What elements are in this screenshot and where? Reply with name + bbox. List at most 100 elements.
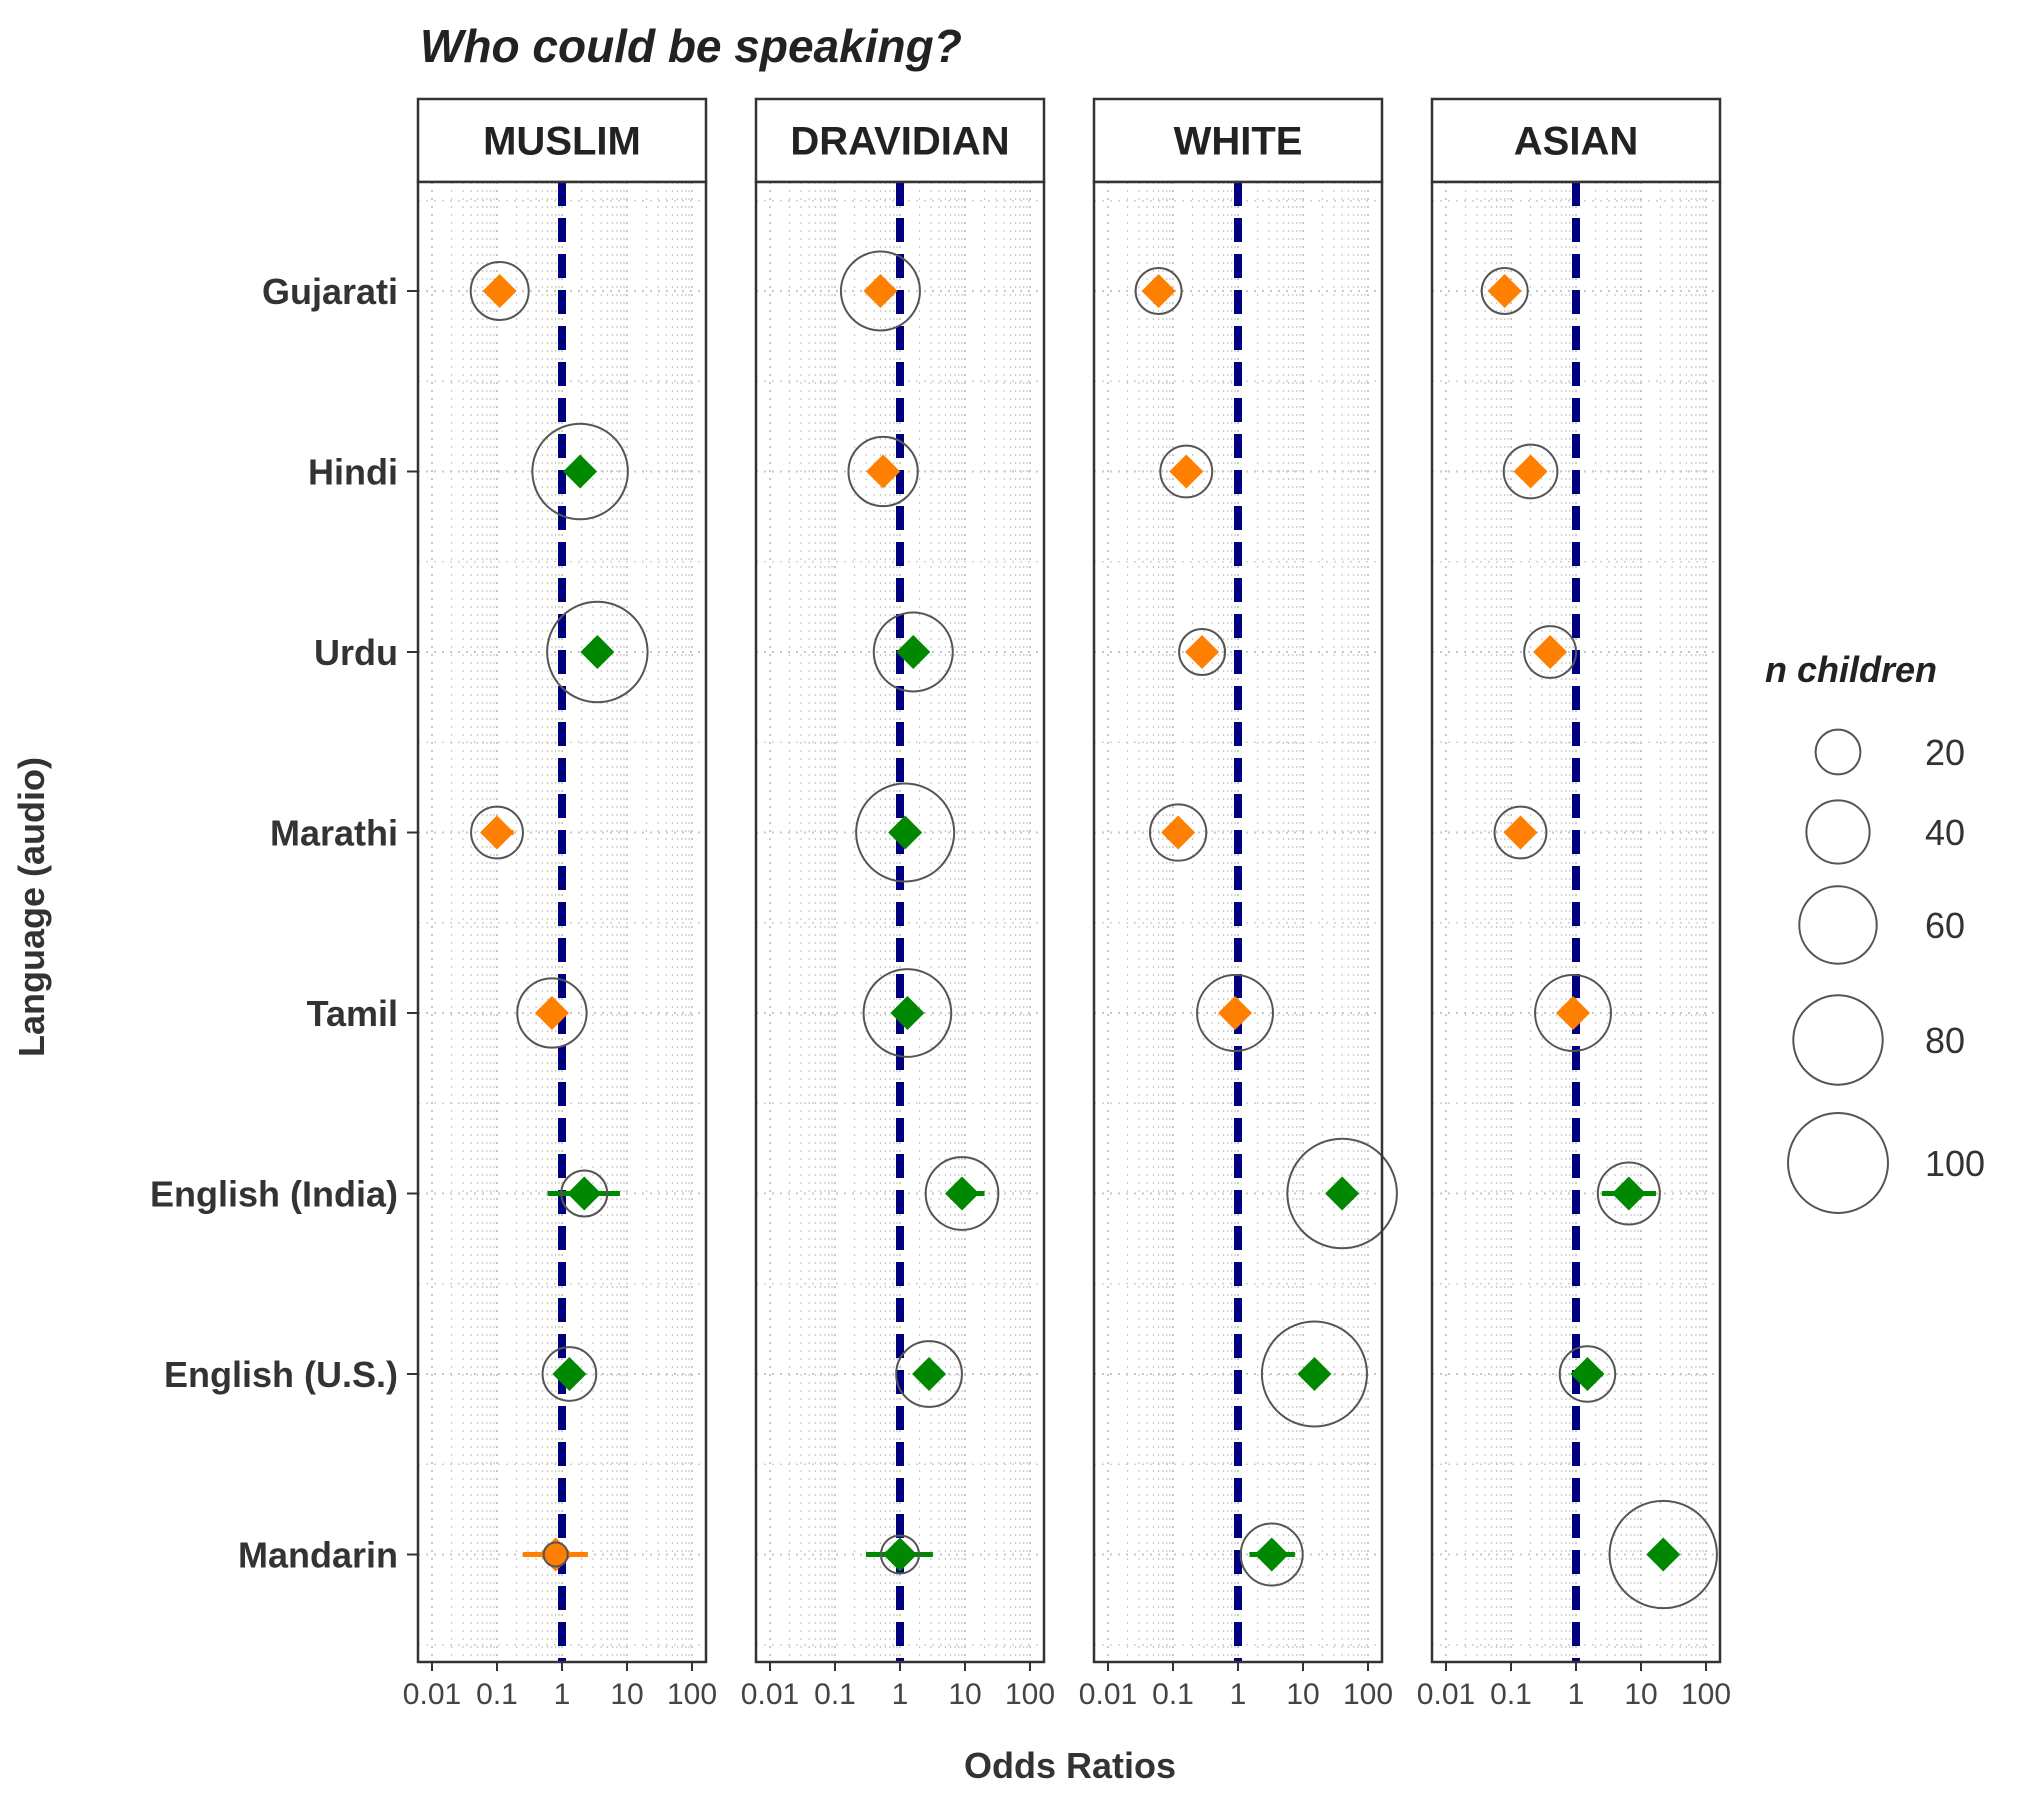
x-tick-label: 10 [948, 1678, 981, 1711]
legend-key-circle [1814, 728, 1862, 776]
odds-ratio-diamond [563, 454, 598, 489]
odds-ratio-diamond [863, 274, 898, 308]
odds-ratio-diamond [1487, 274, 1522, 308]
facet-strip-label: ASIAN [1514, 120, 1638, 164]
data-point-english-india [924, 1156, 1000, 1231]
facet-panel-asian: ASIAN 0.01 0.1 1 10 100 [1417, 97, 1731, 1711]
sample-size-circle [880, 1534, 920, 1575]
facet-strip [416, 97, 708, 184]
sample-size-circle [847, 435, 919, 508]
x-axis-title: Odds Ratios [964, 1745, 1176, 1786]
odds-ratio-diamond [896, 635, 931, 669]
sample-size-circle [1286, 1137, 1398, 1250]
odds-ratio-diamond [888, 815, 923, 850]
x-tick-label: 10 [610, 1678, 643, 1711]
y-tick-label: Tamil [307, 993, 398, 1034]
data-point-gujarati [1480, 267, 1529, 315]
data-point-hindi [847, 435, 919, 508]
facet-panel-white: WHITE 0.01 0.1 1 10 100 [1079, 97, 1398, 1711]
x-tick-label: 0.1 [1152, 1678, 1194, 1711]
data-point-gujarati [839, 250, 921, 332]
odds-ratio-diamond [1297, 1357, 1332, 1391]
sample-size-circle [839, 250, 921, 332]
odds-ratio-diamond [552, 1357, 587, 1391]
x-tick-label: 0.01 [403, 1678, 461, 1711]
y-tick-label: Hindi [308, 452, 398, 493]
sample-size-circle [1196, 974, 1274, 1052]
sample-size-circle [531, 422, 629, 521]
legend-key-circle [1805, 799, 1871, 865]
size-legend: n children 20 40 60 80 100 [1765, 649, 1985, 1214]
data-point-english-india [547, 1169, 620, 1218]
data-point-marathi [1493, 805, 1548, 860]
sample-size-circle [1493, 805, 1548, 860]
odds-ratio-diamond [1141, 274, 1176, 308]
data-point-urdu [1523, 625, 1578, 679]
data-point-mandarin [866, 1534, 933, 1575]
y-tick-label: English (U.S.) [164, 1354, 398, 1395]
data-point-hindi [1502, 443, 1559, 500]
sample-size-circle [560, 1169, 609, 1218]
y-axis-title: Language (audio) [11, 757, 52, 1057]
sample-size-circle [470, 805, 524, 860]
facet-strip [754, 97, 1046, 184]
sample-size-circle [469, 261, 530, 321]
sample-size-circle [1260, 1320, 1368, 1428]
data-point-tamil [1534, 974, 1612, 1052]
sample-size-circle [1239, 1522, 1304, 1587]
x-tick-label: 1 [1568, 1678, 1585, 1711]
x-tick-label: 0.1 [814, 1678, 856, 1711]
data-point-english-india [1596, 1161, 1661, 1226]
odds-ratio-diamond [580, 635, 615, 669]
odds-ratio-diamond [1503, 815, 1538, 850]
x-tick-label: 10 [1624, 1678, 1657, 1711]
sample-size-circle [1608, 1499, 1718, 1610]
x-tick-label: 0.01 [741, 1678, 799, 1711]
data-point-tamil [862, 968, 953, 1058]
odds-ratio-diamond [945, 1176, 980, 1211]
sample-size-circle [895, 1340, 963, 1408]
sample-size-circle [542, 1541, 569, 1568]
legend-key-circle [1787, 1112, 1889, 1214]
y-tick-label: Urdu [314, 632, 398, 673]
legend-label: 20 [1925, 732, 1965, 773]
odds-ratio-diamond [480, 815, 514, 850]
sample-size-circle [924, 1156, 1000, 1231]
legend-label: 40 [1925, 812, 1965, 853]
data-point-urdu [1178, 628, 1227, 676]
odds-ratio-diamond [912, 1357, 947, 1391]
facet-strip-label: WHITE [1174, 120, 1303, 164]
facet-strip [1092, 97, 1384, 184]
legend-label: 60 [1925, 905, 1965, 946]
facet-strip-label: MUSLIM [483, 120, 641, 164]
legend-key-circle [1798, 885, 1878, 965]
data-point-marathi [1148, 803, 1208, 862]
sample-size-circle [1159, 444, 1214, 499]
sample-size-circle [1596, 1161, 1661, 1226]
odds-ratio-diamond [1169, 454, 1204, 489]
sample-size-circle [855, 782, 956, 883]
odds-ratio-diamond [1646, 1537, 1681, 1572]
y-axis: Gujarati Hindi Urdu Marathi Tamil English (In… [150, 271, 418, 1576]
sample-size-circle [1534, 974, 1612, 1052]
data-point-tamil [1196, 974, 1274, 1052]
x-tick-label: 100 [667, 1678, 717, 1711]
sample-size-circle [1523, 625, 1578, 679]
data-point-urdu [872, 611, 954, 693]
odds-ratio-diamond [1533, 635, 1568, 669]
sample-size-circle [1148, 803, 1208, 862]
odds-ratio-diamond [890, 996, 925, 1030]
sample-size-circle [541, 1346, 598, 1402]
sample-size-circle [1502, 443, 1559, 500]
x-tick-label: 100 [1005, 1678, 1055, 1711]
x-tick-label: 100 [1681, 1678, 1731, 1711]
data-point-mandarin [1608, 1499, 1718, 1610]
sample-size-circle [546, 600, 649, 704]
odds-ratio-diamond [883, 1537, 917, 1572]
odds-ratio-diamond [1185, 635, 1220, 669]
facet-panel-muslim: MUSLIM 0.01 0.1 1 10 100 [403, 97, 717, 1711]
legend-key-circle [1792, 994, 1884, 1086]
legend-label: 80 [1925, 1020, 1965, 1061]
